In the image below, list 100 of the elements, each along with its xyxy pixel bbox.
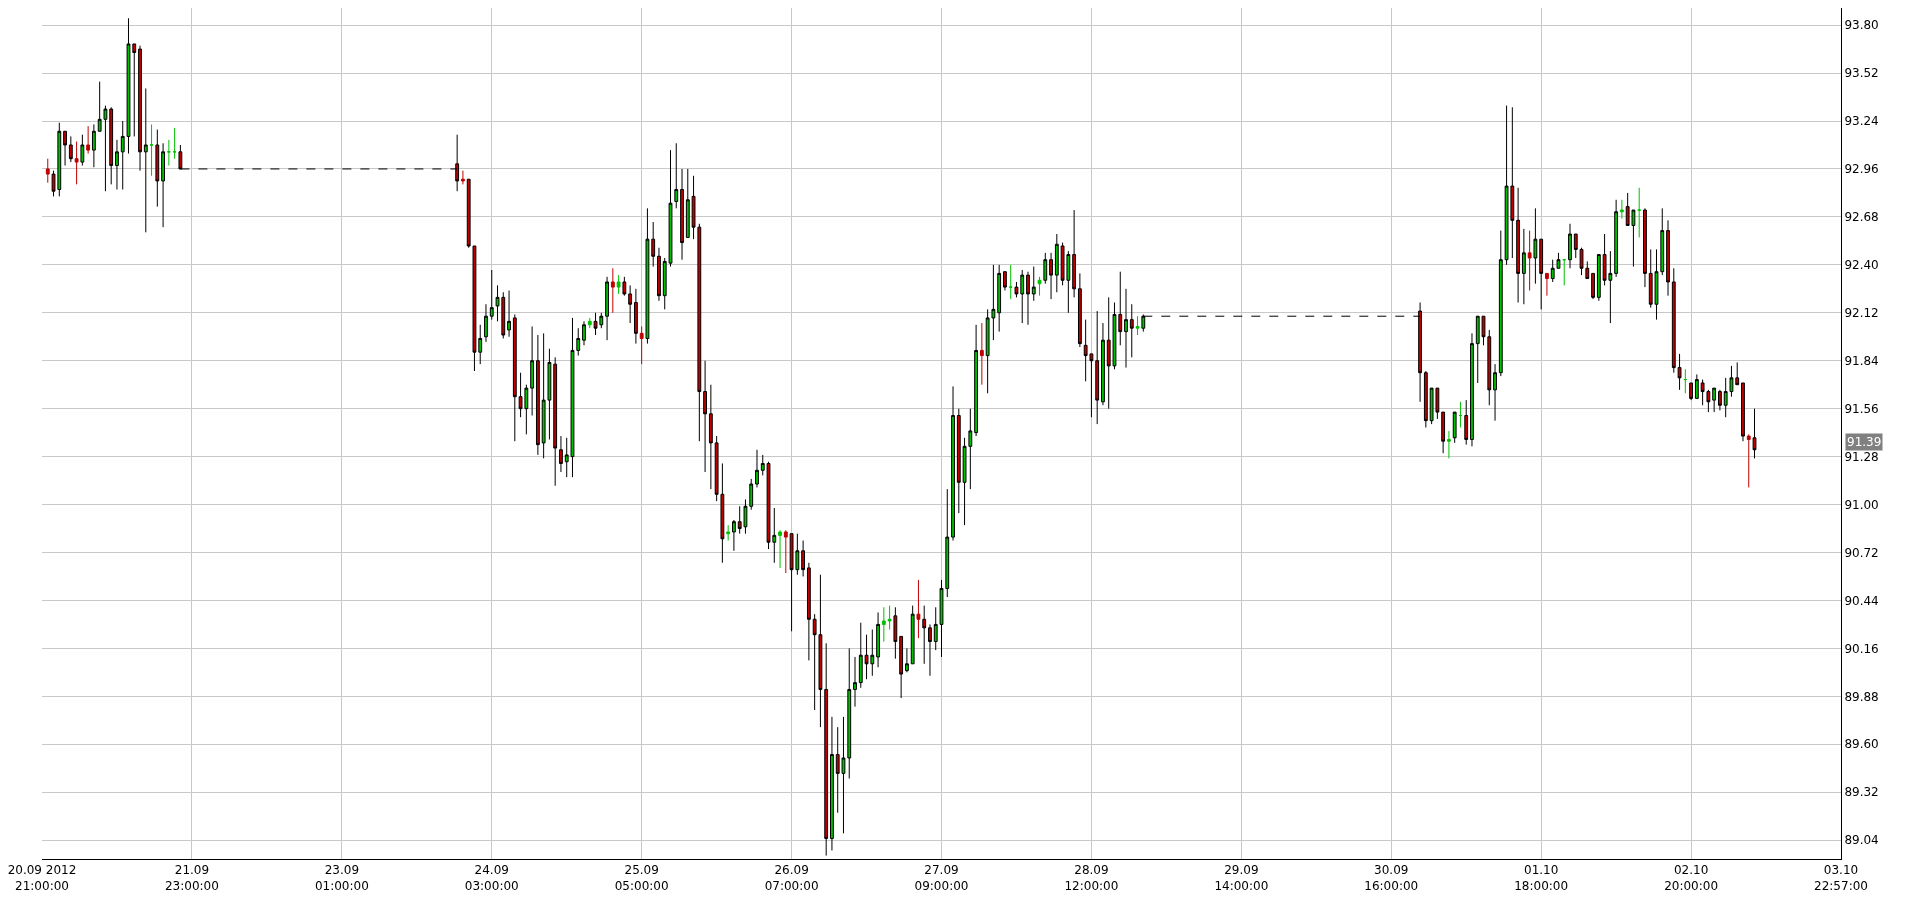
candlestick [1095,310,1100,425]
y-tick-label: 90.16 [1844,641,1879,656]
candlestick [1441,411,1446,454]
candlestick [633,288,638,345]
candlestick [1464,399,1469,446]
candlestick [997,264,1002,333]
y-tick-label: 89.88 [1844,689,1879,704]
candlestick [732,519,736,552]
candlestick [143,87,148,233]
x-tick-label: 21.09 23:00:00 [164,863,219,893]
candlestick [824,642,829,857]
candlestick [68,135,73,163]
candlestick [1054,233,1059,293]
candlestick [910,605,915,665]
candlestick [172,127,177,160]
candlestick [1101,322,1105,406]
candlestick [1031,266,1036,302]
candlestick [1129,303,1134,358]
candlestick [956,408,961,514]
y-tick-label: 92.40 [1844,258,1879,273]
candlestick [616,274,621,295]
candlestick [703,360,708,473]
candlestick [582,320,586,346]
candlestick [63,130,67,167]
x-tick-label: 02.10 20:00:00 [1664,863,1719,893]
candlestick [893,606,898,660]
y-tick-label: 91.00 [1844,497,1879,512]
y-tick-label: 92.68 [1844,210,1879,225]
candlestick [1003,271,1007,292]
candlestick [1689,382,1693,401]
candlestick [1562,259,1567,286]
candlestick [1447,430,1451,459]
y-tick-label: 91.28 [1844,449,1879,464]
candlestick [530,325,535,417]
candlestick [1452,411,1457,444]
candlestick [628,284,633,324]
candlestick [553,356,558,487]
candlestick [1026,271,1030,326]
candlestick [904,647,909,673]
candlestick [1072,209,1077,298]
candlestick [881,606,886,643]
candlestick [1637,187,1642,238]
candlestick [685,168,690,238]
candlestick [1008,264,1013,300]
candlestick [149,123,154,177]
candlestick [974,324,979,437]
candlestick [1077,272,1082,348]
candlestick [161,142,165,228]
candlestick [80,134,85,167]
candlestick [1666,219,1670,297]
y-tick-label: 93.24 [1844,114,1879,129]
y-tick-label: 90.44 [1844,593,1879,608]
candlestick [951,385,955,542]
candlestick [489,269,494,321]
candlestick [1596,254,1601,302]
candlestick [783,529,788,574]
y-tick-label: 93.52 [1844,66,1879,81]
x-tick-label: 25.09 05:00:00 [614,863,669,893]
candlestick [657,247,661,302]
candlestick [674,142,679,209]
candlestick [1527,230,1532,292]
candlestick [1683,368,1688,394]
candlestick [115,139,119,190]
candlestick [512,314,517,442]
candlestick [1568,223,1572,269]
candlestick [680,168,684,261]
candlestick [830,716,834,851]
candlestick [639,325,644,365]
x-tick-label: 28.09 12:00:00 [1064,863,1119,893]
candlestick [1470,332,1474,447]
y-tick-label: 92.96 [1844,162,1879,177]
candlestick [1614,199,1619,278]
candlestick [1533,207,1538,285]
candlestick [507,290,511,338]
text: 91.39 [1847,435,1882,449]
candlestick [155,129,160,208]
y-tick-label: 90.72 [1844,545,1879,560]
candlestick [801,540,806,577]
candlestick [1516,187,1521,304]
y-tick-label: 89.60 [1844,737,1879,752]
candlestick [1458,401,1463,429]
x-tick-label: 24.09 03:00:00 [464,863,519,893]
candlestick [928,623,932,677]
y-tick-label: 89.04 [1844,833,1879,848]
candlestick [559,435,563,473]
candlestick [1694,373,1699,399]
candlestick [1712,387,1717,413]
candlestick [1521,228,1526,305]
candlestick [979,322,984,386]
x-tick-label: 20.09 2012 21:00:00 [7,863,77,893]
candlestick [1539,238,1544,310]
candlestick [778,529,782,569]
candlestick [166,139,171,167]
candlestick [535,334,540,456]
candlestick [1545,272,1549,297]
candlestick [138,45,142,172]
x-tick-label: 26.09 07:00:00 [764,863,819,893]
x-tick-label: 03.10 22:57:00 [1814,863,1868,893]
candlestick [806,562,811,661]
candlestick [726,524,731,542]
